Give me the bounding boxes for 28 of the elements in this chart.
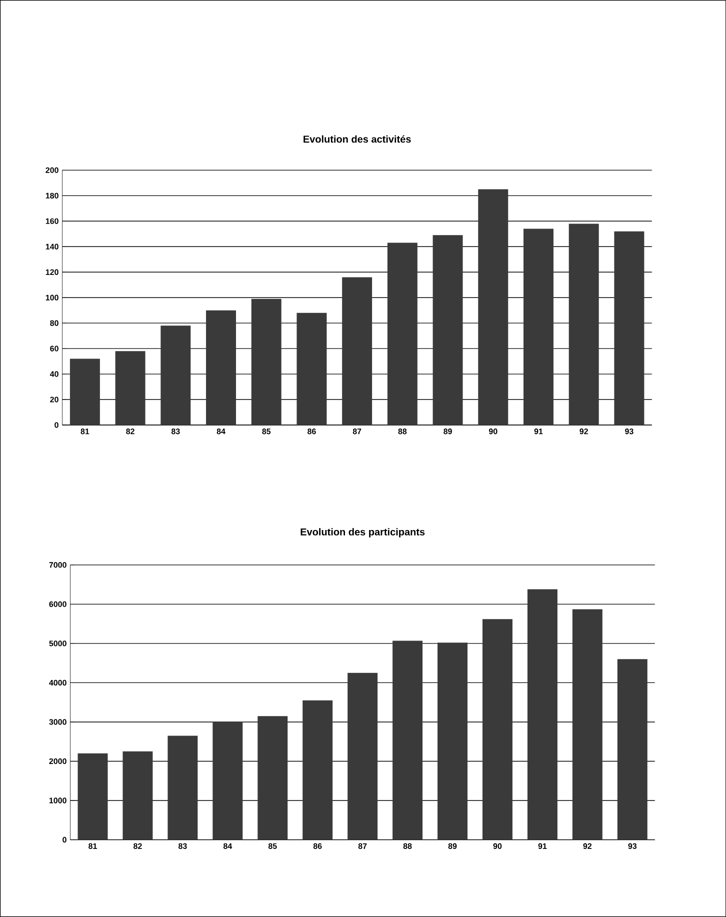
bar: [212, 722, 243, 840]
bar: [437, 642, 468, 840]
bar: [206, 310, 236, 426]
bar: [387, 242, 418, 426]
bar: [617, 659, 648, 840]
bar: [251, 298, 282, 426]
bar: [342, 277, 372, 426]
bar: [258, 716, 288, 840]
bar: [523, 228, 554, 426]
bar: [302, 700, 333, 840]
bar: [482, 619, 512, 840]
bar: [478, 189, 508, 426]
bar: [392, 640, 422, 840]
bar: [296, 312, 327, 426]
bar: [70, 358, 100, 426]
bar: [348, 672, 378, 840]
bar: [568, 224, 599, 426]
bar: [78, 753, 108, 840]
bar: [168, 736, 198, 840]
chart-title: Evolution des participants: [300, 528, 425, 538]
bar: [160, 326, 191, 426]
bar: [527, 589, 558, 840]
chart-title: Evolution des activités: [304, 135, 411, 143]
bar: [432, 235, 463, 426]
bar: [572, 609, 602, 840]
bar: [614, 231, 644, 426]
bar: [122, 751, 153, 840]
bar: [115, 351, 146, 426]
